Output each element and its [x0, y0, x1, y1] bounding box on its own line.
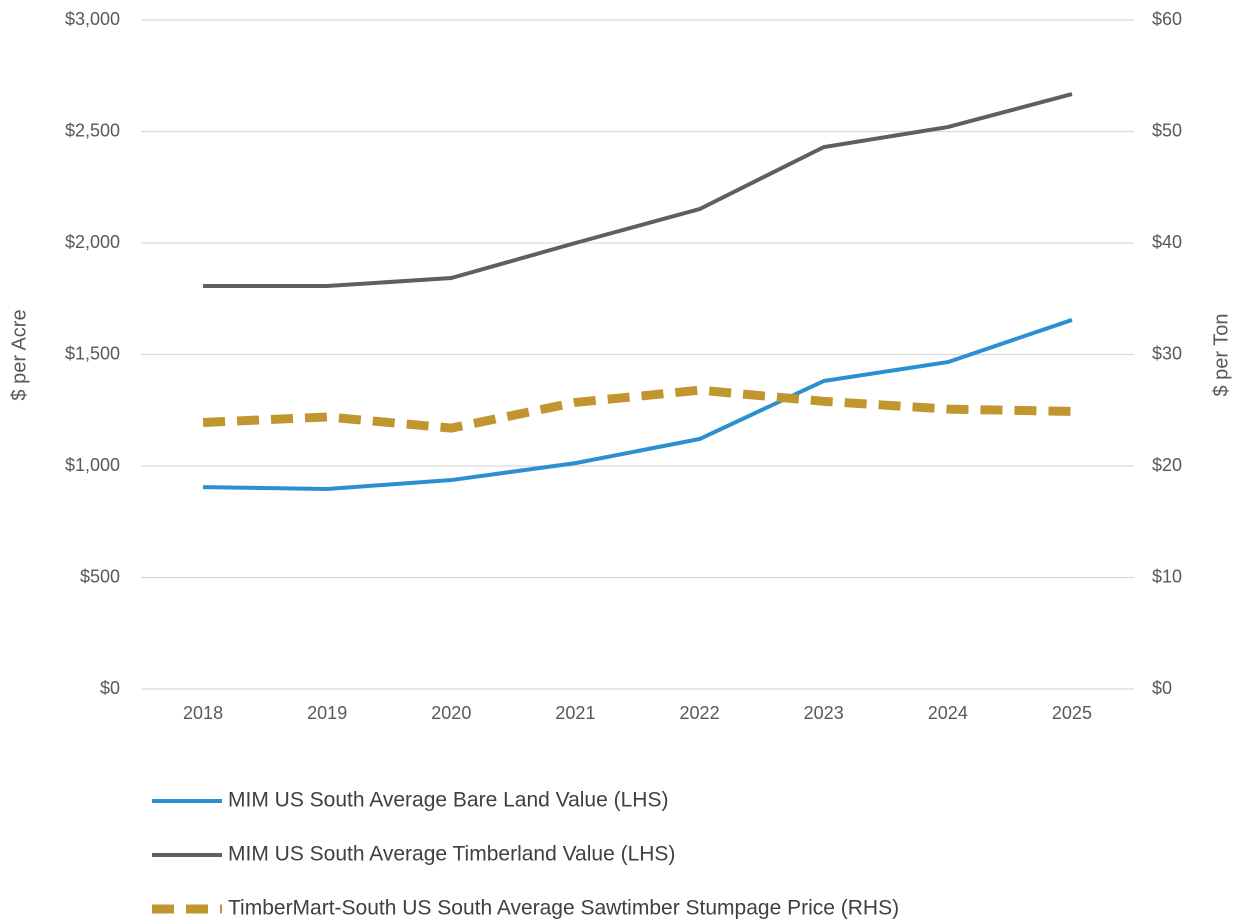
y2-tick-label: $50 [1152, 120, 1182, 140]
x-tick-label: 2020 [431, 703, 471, 723]
x-tick-label: 2018 [183, 703, 223, 723]
x-tick-label: 2019 [307, 703, 347, 723]
y2-axis-label: $ per Ton [1210, 313, 1232, 396]
x-tick-label: 2021 [555, 703, 595, 723]
x-tick-label: 2022 [680, 703, 720, 723]
x-tick-label: 2023 [804, 703, 844, 723]
y2-tick-label: $40 [1152, 232, 1182, 252]
y-tick-label: $500 [80, 566, 120, 586]
y-tick-label: $2,500 [65, 120, 120, 140]
legend-label: MIM US South Average Bare Land Value (LH… [228, 789, 668, 812]
y2-tick-label: $60 [1152, 9, 1182, 29]
x-tick-label: 2025 [1052, 703, 1092, 723]
legend-label: MIM US South Average Timberland Value (L… [228, 843, 675, 866]
y-axis-label: $ per Acre [8, 309, 30, 400]
y-tick-label: $0 [100, 678, 120, 698]
y-tick-label: $1,500 [65, 343, 120, 363]
y-tick-label: $2,000 [65, 232, 120, 252]
y2-tick-label: $30 [1152, 343, 1182, 363]
y2-tick-label: $10 [1152, 566, 1182, 586]
y2-tick-label: $20 [1152, 455, 1182, 475]
legend-label: TimberMart-South US South Average Sawtim… [228, 897, 899, 920]
x-tick-label: 2024 [928, 703, 968, 723]
series-line [203, 318, 1073, 491]
series-line [203, 92, 1073, 289]
y-tick-label: $3,000 [65, 9, 120, 29]
y-tick-label: $1,000 [65, 455, 120, 475]
y2-tick-label: $0 [1152, 678, 1172, 698]
series-line [202, 385, 1073, 433]
